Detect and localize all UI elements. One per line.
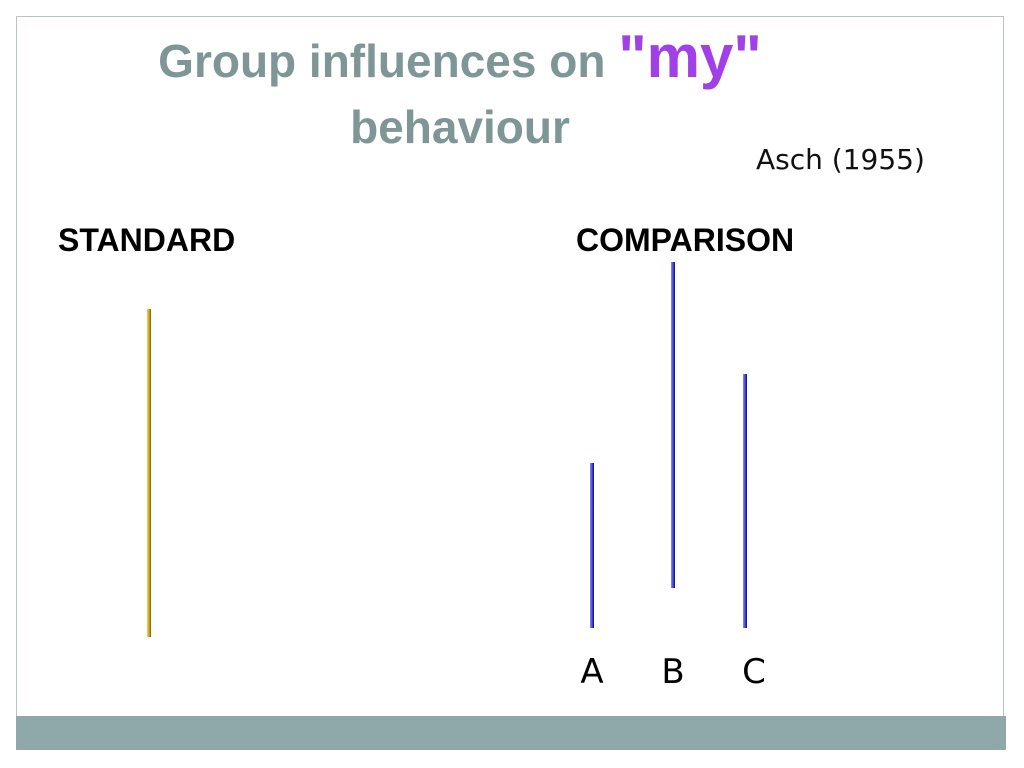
comparison-line-b: [671, 262, 675, 588]
comparison-letter-b: B: [661, 652, 685, 692]
standard-line: [147, 309, 151, 637]
footer-bar: [16, 716, 1006, 750]
title-emphasis: "my": [618, 23, 762, 90]
comparison-label: COMPARISON: [576, 222, 795, 258]
standard-label: STANDARD: [58, 222, 236, 258]
citation: Asch (1955): [756, 143, 925, 176]
slide-title: Group influences on "my" behaviour: [40, 24, 880, 160]
comparison-letter-c: C: [742, 652, 766, 692]
title-text-line2: behaviour: [350, 101, 570, 153]
title-text: Group influences on: [158, 35, 619, 87]
comparison-letter-a: A: [580, 652, 604, 692]
comparison-line-c: [743, 374, 747, 628]
slide-frame: [16, 16, 1004, 750]
comparison-line-a: [590, 463, 594, 628]
